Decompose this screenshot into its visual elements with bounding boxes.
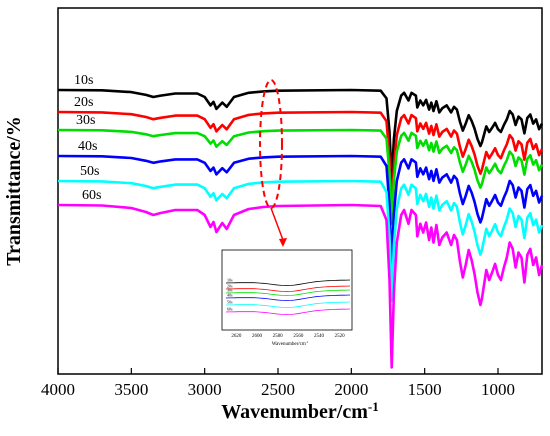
- inset-x-tick-label: 2560: [293, 334, 304, 339]
- inset-arrow-head: [279, 238, 287, 247]
- plot-frame: [57, 7, 543, 375]
- inset-series-label-30s: 30s: [227, 288, 233, 293]
- series-label-20s: 20s: [74, 95, 93, 110]
- inset-series-label-50s: 50s: [227, 300, 233, 305]
- series-labels: 10s 20s 30s 40s 50s 60s: [74, 73, 101, 203]
- inset-x-tick-label: 2520: [335, 334, 346, 339]
- x-tick-label: 1500: [408, 380, 442, 399]
- inset-series-label-60s: 60s: [227, 307, 233, 312]
- series-line-30s: [57, 128, 544, 225]
- inset-frame: [221, 249, 353, 331]
- series-label-30s: 30s: [76, 113, 95, 128]
- x-tick-label: 3500: [114, 380, 148, 399]
- series-line-50s: [57, 179, 544, 302]
- inset-series-line-10s: [225, 279, 351, 286]
- series-line-10s: [57, 88, 544, 183]
- inset-series-line-20s: [225, 285, 351, 292]
- x-axis-label: Wavenumber/cm-1: [221, 399, 379, 423]
- inset-series-label-10s: 10s: [227, 278, 233, 283]
- inset-x-tick-label: 2600: [252, 334, 263, 339]
- inset-series-line-40s: [225, 294, 351, 301]
- y-axis-label: Transmittance/%: [3, 116, 25, 266]
- x-tick-label: 2000: [334, 380, 368, 399]
- series-line-20s: [57, 110, 544, 214]
- inset-x-tick-label: 2620: [231, 334, 242, 339]
- inset-series-line-30s: [225, 289, 351, 296]
- series-layer: [57, 88, 544, 369]
- inset-x-tick-label: 2580: [273, 334, 284, 339]
- series-line-60s: [57, 203, 544, 369]
- x-axis-ticks: 4000 3500 3000 2500 2000 1500 1000: [41, 368, 515, 399]
- x-tick-label: 3000: [188, 380, 222, 399]
- series-label-50s: 50s: [80, 164, 99, 179]
- inset-series-line-50s: [225, 301, 351, 308]
- inset-series-line-60s: [225, 308, 351, 315]
- inset-x-axis-label: Wavenumber/cm-1: [272, 340, 309, 347]
- series-label-60s: 60s: [82, 188, 101, 203]
- series-label-40s: 40s: [78, 139, 97, 154]
- inset-x-ticks: 2620 2600 2580 2560 2540 2520: [231, 334, 345, 339]
- x-tick-label: 2500: [261, 380, 295, 399]
- inset-series-label-20s: 20s: [227, 284, 233, 289]
- x-tick-label: 1000: [481, 380, 515, 399]
- series-label-10s: 10s: [74, 73, 93, 88]
- inset-series-label-40s: 40s: [227, 293, 233, 298]
- x-tick-label: 4000: [41, 380, 75, 399]
- series-line-40s: [57, 154, 544, 266]
- inset-arrow-line: [270, 207, 284, 241]
- inset-x-tick-label: 2540: [314, 334, 325, 339]
- highlight-ellipse: [259, 79, 283, 209]
